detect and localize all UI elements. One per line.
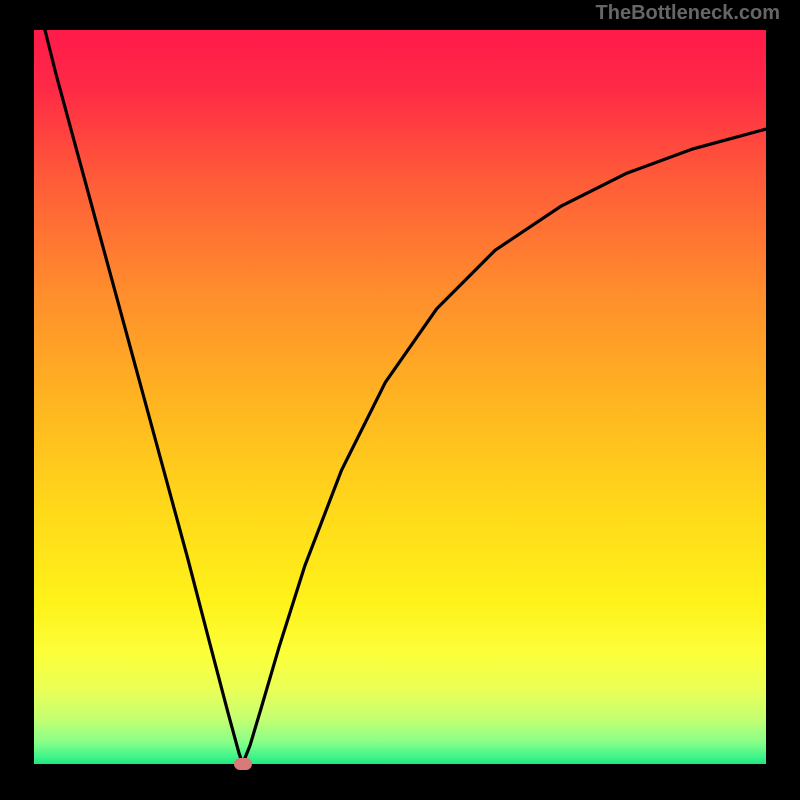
watermark-text: TheBottleneck.com [596, 2, 780, 25]
minimum-point-marker [234, 758, 252, 770]
figure-container: TheBottleneck.com [0, 0, 800, 800]
bottleneck-chart [0, 0, 800, 800]
